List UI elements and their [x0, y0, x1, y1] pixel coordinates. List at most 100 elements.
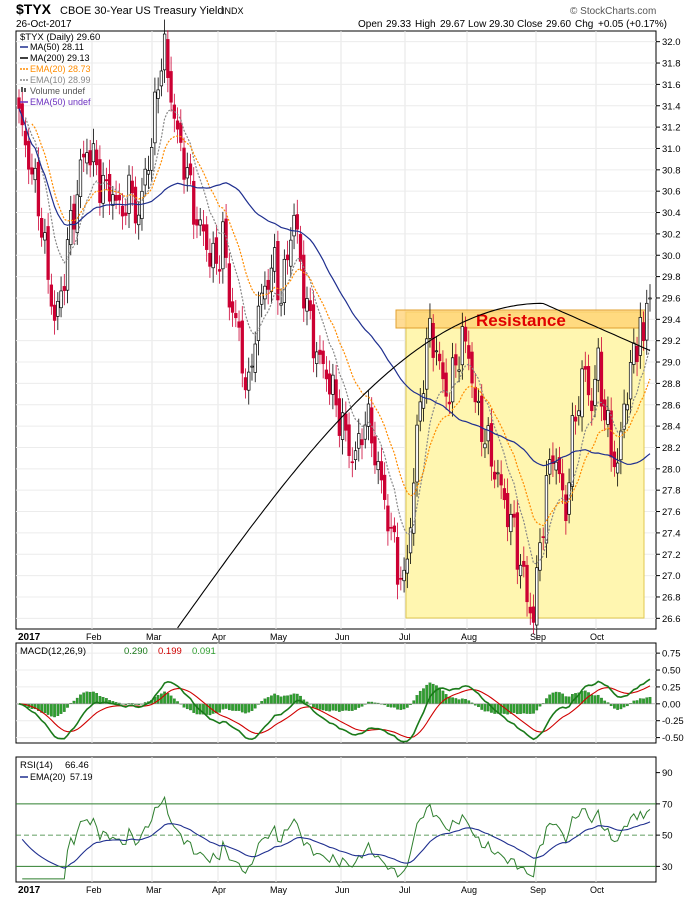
- x-tick-label: 2017: [18, 632, 41, 643]
- x-tick-label: Jun: [335, 885, 350, 895]
- y-tick-label: 26.6: [662, 614, 681, 625]
- candle-body: [590, 400, 594, 412]
- candle-body: [431, 323, 435, 358]
- macd-histogram-bar: [344, 703, 348, 711]
- candle-body: [402, 569, 406, 582]
- macd-histogram-bar: [62, 703, 66, 712]
- macd-histogram-bar: [208, 703, 212, 716]
- candle-body: [460, 326, 464, 366]
- candle-body: [505, 493, 510, 528]
- macd-histogram-bar: [645, 697, 649, 704]
- candle-body: [205, 224, 209, 250]
- candle-body: [386, 505, 390, 532]
- rsi-ema-value: 57.19: [70, 772, 93, 782]
- candle-body: [493, 471, 497, 480]
- y-tick-label: 31.6: [662, 80, 681, 91]
- y-tick-label: 29.6: [662, 293, 681, 304]
- macd-histogram-bar: [166, 693, 170, 704]
- macd-histogram-bar: [72, 700, 76, 704]
- candle-body: [156, 89, 160, 99]
- candle-body: [541, 536, 545, 538]
- macd-histogram-bar: [43, 703, 47, 714]
- y-tick-label: 30.4: [662, 208, 681, 219]
- macd-histogram-bar: [528, 703, 532, 714]
- macd-histogram-bar: [616, 703, 619, 710]
- candle-body: [56, 300, 60, 317]
- candle-body: [256, 305, 261, 341]
- y-tick-label: 29.0: [662, 358, 681, 369]
- macd-histogram-bar: [583, 690, 587, 704]
- legend-ma200: MA(200) 29.13: [30, 53, 90, 63]
- candle-body: [512, 513, 516, 518]
- macd-histogram-bar: [79, 694, 82, 704]
- candle-body: [606, 410, 610, 425]
- security-name: CBOE 30-Year US Treasury Yield: [60, 5, 223, 17]
- macd-histogram-bar: [282, 695, 286, 704]
- x-tick-label: Jul: [399, 632, 411, 642]
- ma200-line: [177, 302, 651, 629]
- macd-histogram-bar: [240, 703, 244, 713]
- candle-body: [370, 407, 374, 444]
- candle-body: [117, 194, 121, 201]
- x-tick-label: Feb: [86, 632, 102, 642]
- x-tick-label: Apr: [212, 632, 226, 642]
- macd-histogram-bar: [457, 699, 461, 704]
- y-tick-label: 90: [662, 768, 673, 779]
- candle-body: [353, 450, 358, 461]
- candle-body: [276, 241, 280, 301]
- candle-body: [544, 475, 549, 544]
- macd-histogram-bar: [347, 703, 351, 711]
- macd-histogram-bar: [247, 703, 251, 713]
- candle-body: [554, 461, 558, 471]
- macd-histogram-bar: [295, 693, 299, 704]
- macd-histogram-bar: [535, 703, 539, 711]
- macd-histogram-bar: [227, 703, 231, 711]
- candle-body: [221, 221, 225, 270]
- candle-body: [263, 285, 267, 300]
- candle-body: [609, 410, 613, 458]
- candle-body: [467, 345, 471, 359]
- candle-body: [399, 577, 403, 580]
- rsi-x-axis: 2017 Feb Mar Apr May Jun Jul Aug Sep Oct: [18, 885, 605, 896]
- low-value: 29.30: [489, 19, 514, 30]
- candle-body: [489, 423, 494, 467]
- macd-histogram-bar: [169, 695, 173, 704]
- macd-histogram-bar: [525, 703, 529, 714]
- rsi-ema-line: [21, 821, 651, 869]
- candle-body: [408, 527, 413, 554]
- macd-histogram-bar: [66, 703, 69, 708]
- candle-body: [622, 403, 626, 430]
- candle-body: [480, 395, 484, 442]
- candle-body: [46, 226, 50, 280]
- macd-histogram-bar: [315, 703, 319, 709]
- macd-histogram-bar: [318, 703, 322, 710]
- candle-body: [201, 224, 206, 232]
- candle-body: [522, 560, 526, 567]
- candle-body: [577, 410, 581, 416]
- x-tick-label: Sep: [530, 885, 546, 895]
- x-tick-label: Mar: [146, 885, 162, 895]
- candle-body: [441, 362, 445, 380]
- candle-body: [111, 194, 115, 206]
- candle-body: [133, 186, 138, 224]
- macd-histogram-bar: [224, 703, 228, 709]
- candle-body: [366, 403, 371, 427]
- low-label: Low: [468, 19, 487, 30]
- candle-body: [327, 373, 332, 395]
- candle-body: [638, 317, 642, 356]
- rsi-panel: [15, 756, 657, 883]
- candle-body: [648, 297, 652, 300]
- candle-body: [515, 512, 519, 570]
- macd-histogram-bar: [593, 695, 597, 704]
- candle-body: [518, 564, 523, 577]
- candle-body: [395, 537, 400, 585]
- candle-body: [379, 461, 384, 481]
- candle-body: [344, 413, 348, 431]
- y-tick-label: 29.2: [662, 336, 681, 347]
- candle-body: [599, 351, 604, 407]
- candle-body: [62, 286, 66, 291]
- candle-body: [360, 439, 364, 446]
- high-label: High: [415, 19, 436, 30]
- macd-histogram-bar: [260, 701, 264, 704]
- legend-ma50: MA(50) 28.11: [30, 42, 84, 52]
